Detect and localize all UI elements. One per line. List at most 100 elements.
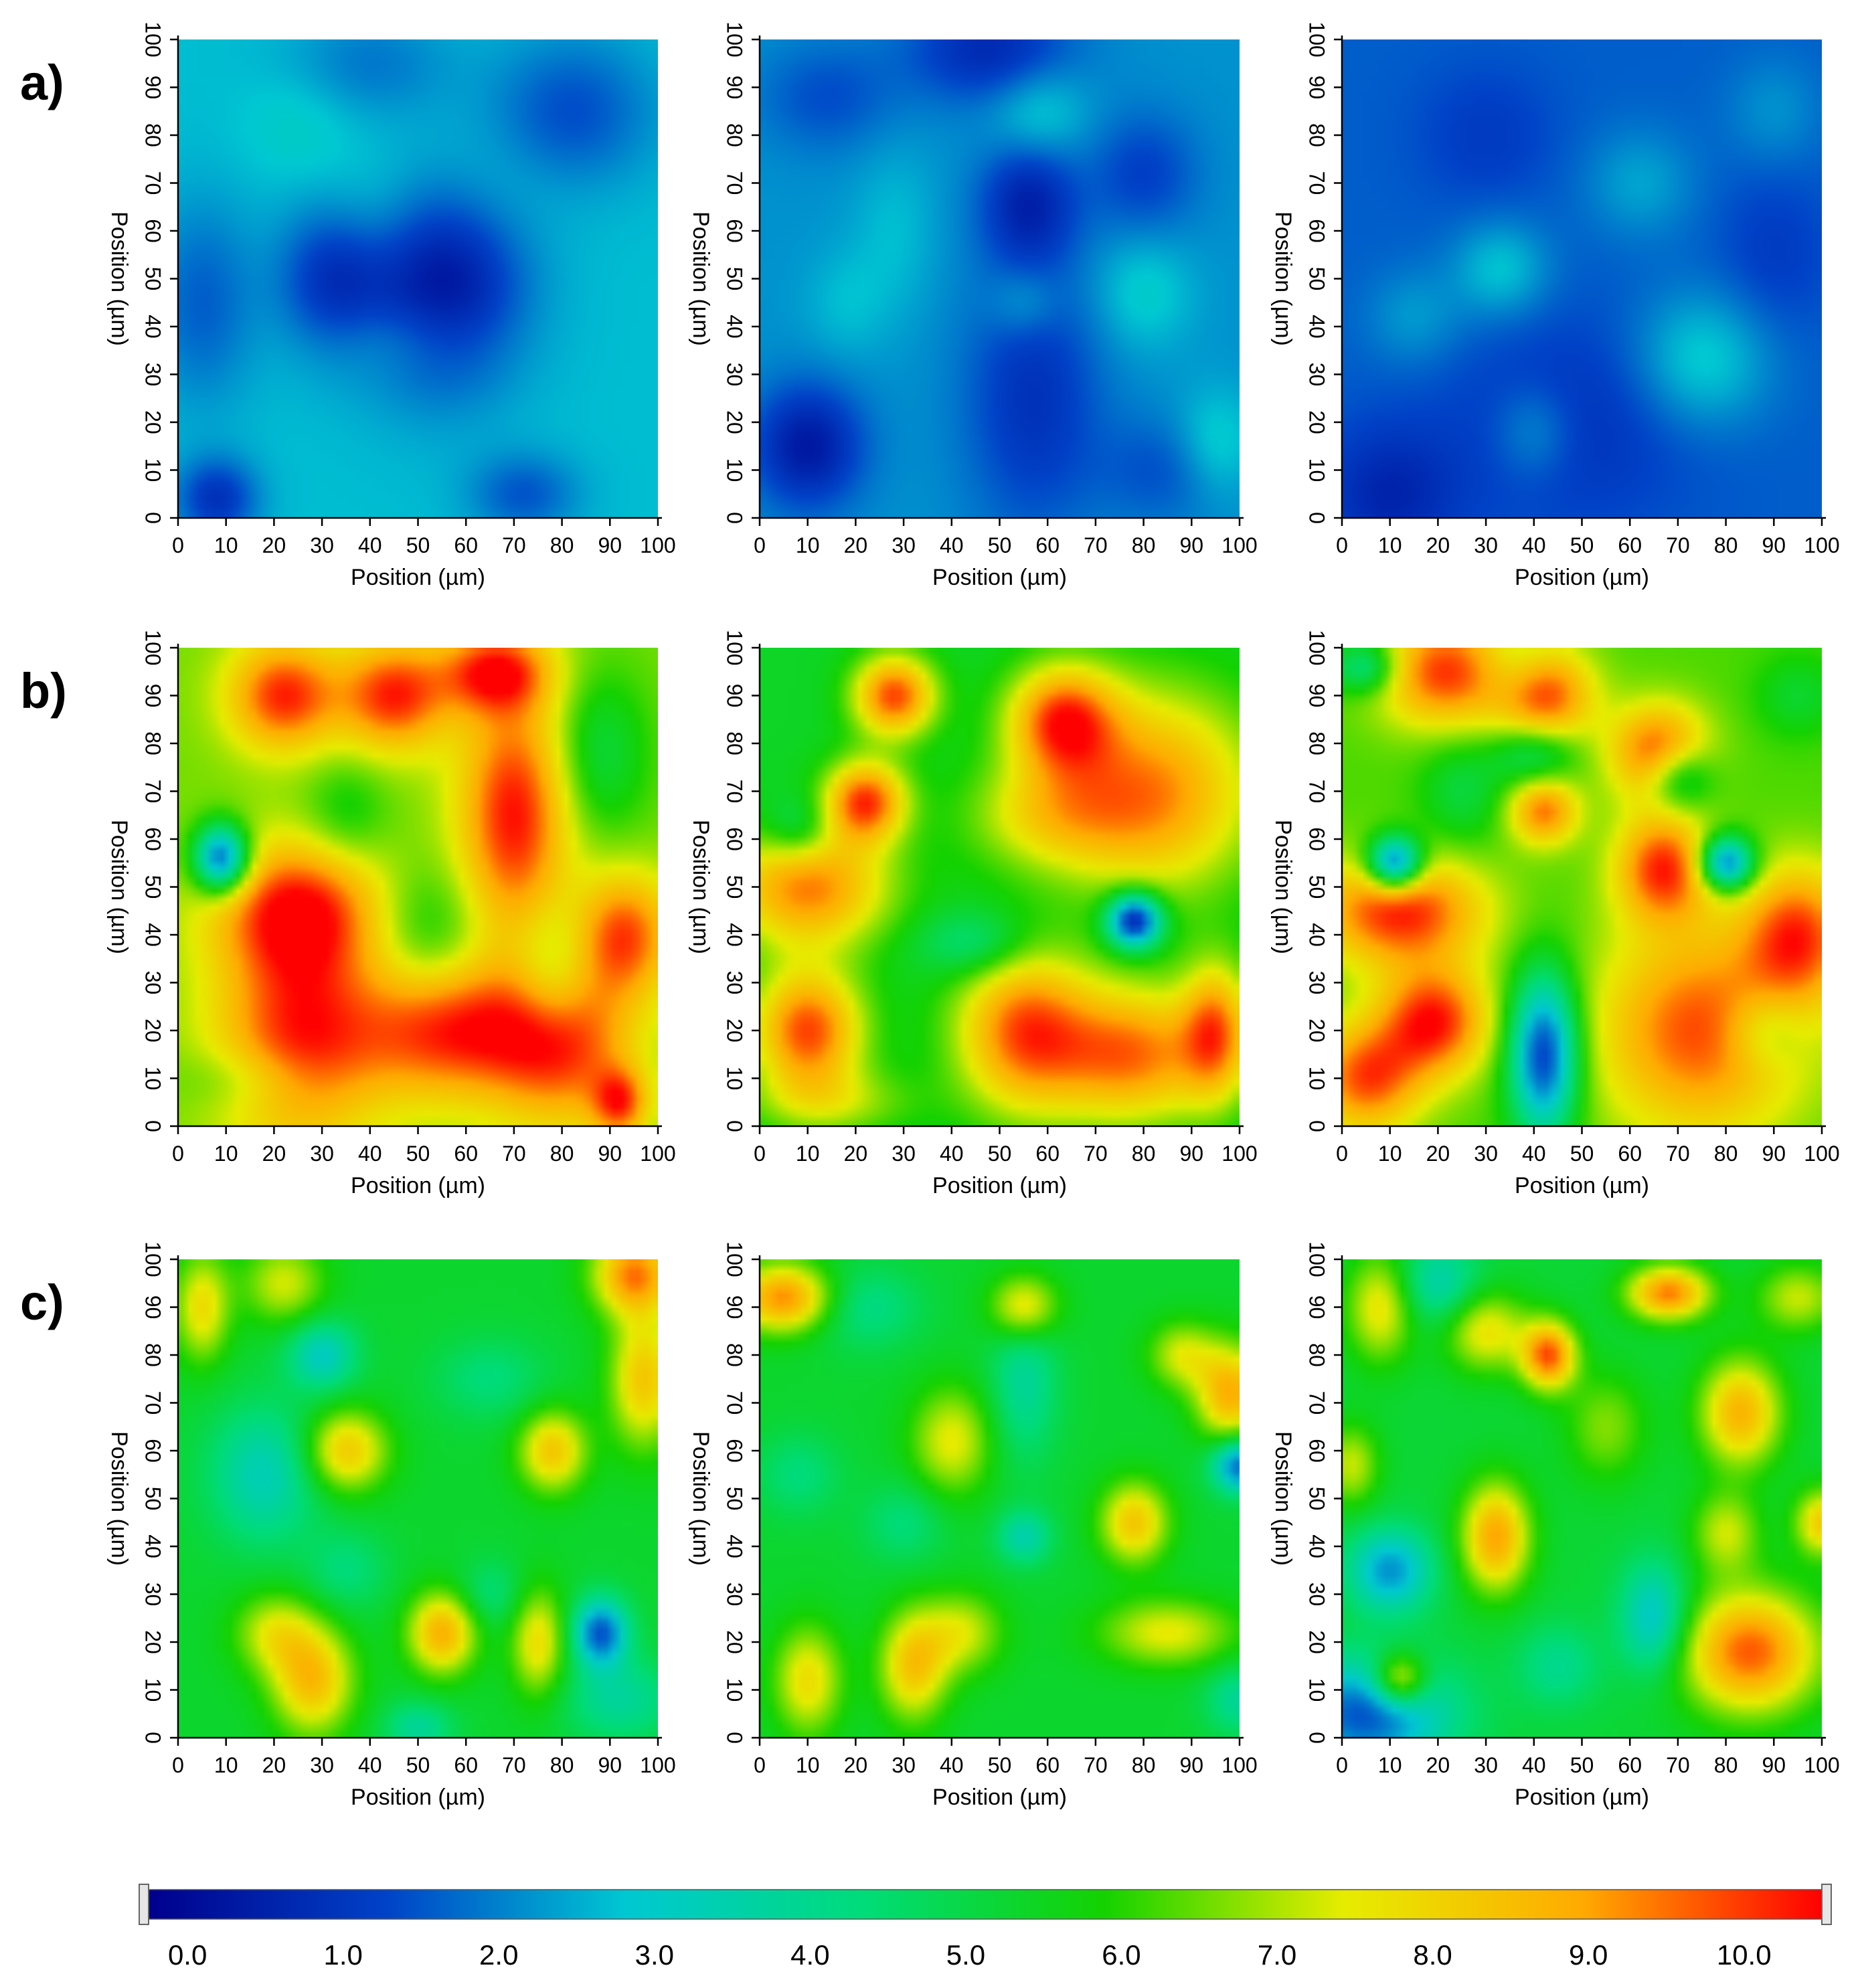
y-axis-label: Position (µm) (106, 211, 132, 346)
x-tick-label: 60 (1618, 1753, 1642, 1777)
x-tick-label: 70 (502, 533, 526, 557)
x-tick-label: 30 (892, 1753, 916, 1777)
x-axis-label: Position (µm) (932, 565, 1067, 590)
y-tick-label: 40 (141, 314, 165, 339)
x-tick-label: 50 (1570, 1142, 1594, 1166)
colorbar-tick-label: 2.0 (479, 1939, 518, 1971)
x-tick-label: 100 (640, 1142, 675, 1166)
x-tick-label: 80 (550, 1753, 574, 1777)
y-tick-label: 100 (723, 21, 747, 57)
x-tick-label: 80 (1714, 1142, 1738, 1166)
heatmap-image (1342, 39, 1822, 518)
y-tick-label: 50 (723, 267, 747, 291)
heatmap-panel: 00 10 10 20 20 30 30 40 40 50 50 60 60 70 70 80 80 90 90 10… (688, 21, 1258, 590)
x-tick-label: 50 (406, 1142, 430, 1166)
x-tick-label: 80 (1714, 533, 1738, 557)
x-tick-label: 0 (1336, 1142, 1348, 1166)
colorbar-tick-label: 6.0 (1102, 1939, 1140, 1971)
y-tick-label: 0 (1305, 1732, 1329, 1744)
colorbar-tick-label: 9.0 (1569, 1939, 1608, 1971)
y-tick-label: 80 (1305, 123, 1329, 147)
y-tick-label: 20 (141, 410, 165, 434)
x-tick-label: 70 (1666, 1142, 1690, 1166)
y-tick-label: 60 (141, 219, 165, 243)
y-axis-label: Position (µm) (688, 820, 713, 954)
y-tick-label: 40 (723, 1534, 747, 1558)
y-tick-label: 100 (723, 630, 747, 665)
x-tick-label: 10 (214, 1142, 238, 1166)
y-tick-label: 30 (1305, 1583, 1329, 1607)
y-tick-label: 60 (1305, 219, 1329, 243)
y-tick-label: 10 (141, 1678, 165, 1702)
y-tick-label: 40 (723, 923, 747, 947)
x-tick-label: 50 (406, 1753, 430, 1777)
x-tick-label: 70 (1666, 533, 1690, 557)
y-tick-label: 60 (141, 827, 165, 851)
x-axis-label: Position (µm) (1515, 1785, 1649, 1810)
x-tick-label: 50 (988, 1142, 1012, 1166)
y-tick-label: 50 (1305, 875, 1329, 899)
y-tick-label: 10 (1305, 458, 1329, 482)
y-tick-label: 50 (1305, 1487, 1329, 1511)
y-tick-label: 100 (1305, 630, 1329, 665)
x-tick-label: 10 (796, 1142, 820, 1166)
x-tick-label: 100 (1221, 1142, 1257, 1166)
x-axis-label: Position (µm) (932, 1173, 1067, 1198)
colorbar: 0.0 1.0 2.0 3.0 4.0 5.0 6.0 7.0 8.0 9.0 10.0 (139, 1884, 1832, 1971)
y-tick-label: 70 (1305, 171, 1329, 195)
x-tick-label: 30 (310, 1142, 334, 1166)
y-tick-label: 100 (141, 21, 165, 57)
x-tick-label: 60 (1035, 1753, 1060, 1777)
y-tick-label: 30 (1305, 971, 1329, 995)
x-tick-label: 10 (1378, 1142, 1402, 1166)
x-axis-label: Position (µm) (351, 1785, 485, 1810)
x-tick-label: 20 (262, 1142, 286, 1166)
x-tick-label: 100 (1221, 1753, 1257, 1777)
colorbar-left-handle[interactable] (139, 1884, 149, 1925)
x-tick-label: 0 (1336, 1753, 1348, 1777)
colorbar-tick-label: 10.0 (1717, 1939, 1772, 1971)
x-tick-label: 60 (454, 533, 478, 557)
x-tick-label: 0 (754, 1753, 766, 1777)
x-tick-label: 100 (1804, 533, 1839, 557)
y-tick-label: 50 (723, 1487, 747, 1511)
colorbar-tick-label: 7.0 (1258, 1939, 1296, 1971)
x-tick-label: 30 (1474, 1753, 1498, 1777)
y-tick-label: 80 (141, 123, 165, 147)
y-tick-label: 90 (723, 1295, 747, 1320)
heatmap-image (178, 1259, 658, 1738)
x-axis-label: Position (µm) (1515, 565, 1649, 590)
y-tick-label: 20 (1305, 1630, 1329, 1654)
x-tick-label: 0 (1336, 533, 1348, 557)
heatmap-panel: 00 10 10 20 20 30 30 40 40 50 50 60 60 70 70 80 80 90 90 10… (106, 1241, 676, 1810)
heatmap-image (760, 1259, 1240, 1738)
y-tick-label: 20 (141, 1630, 165, 1654)
y-tick-label: 0 (723, 1120, 747, 1132)
x-axis-label: Position (µm) (351, 1173, 485, 1198)
x-tick-label: 40 (940, 1753, 964, 1777)
x-tick-label: 50 (1570, 1753, 1594, 1777)
x-tick-label: 80 (1714, 1753, 1738, 1777)
y-tick-label: 60 (141, 1439, 165, 1463)
x-tick-label: 30 (310, 533, 334, 557)
y-tick-label: 90 (141, 684, 165, 708)
x-tick-label: 20 (844, 1142, 868, 1166)
colorbar-right-handle[interactable] (1821, 1884, 1832, 1925)
y-tick-label: 10 (141, 1067, 165, 1091)
row-label: c) (20, 1275, 64, 1330)
x-tick-label: 0 (172, 533, 184, 557)
x-tick-label: 40 (940, 533, 964, 557)
heatmap-image (178, 39, 658, 518)
y-tick-label: 30 (141, 971, 165, 995)
heatmap-panel: 00 10 10 20 20 30 30 40 40 50 50 60 60 70 70 80 80 90 90 10… (1270, 630, 1840, 1198)
y-tick-label: 80 (141, 731, 165, 755)
y-tick-label: 0 (141, 512, 165, 524)
y-tick-label: 0 (1305, 512, 1329, 524)
x-tick-label: 20 (262, 1753, 286, 1777)
x-tick-label: 0 (754, 533, 766, 557)
x-tick-label: 20 (1426, 533, 1450, 557)
x-tick-label: 70 (502, 1753, 526, 1777)
colorbar-gradient (148, 1889, 1823, 1920)
y-tick-label: 10 (723, 1678, 747, 1702)
x-tick-label: 40 (1522, 1753, 1546, 1777)
